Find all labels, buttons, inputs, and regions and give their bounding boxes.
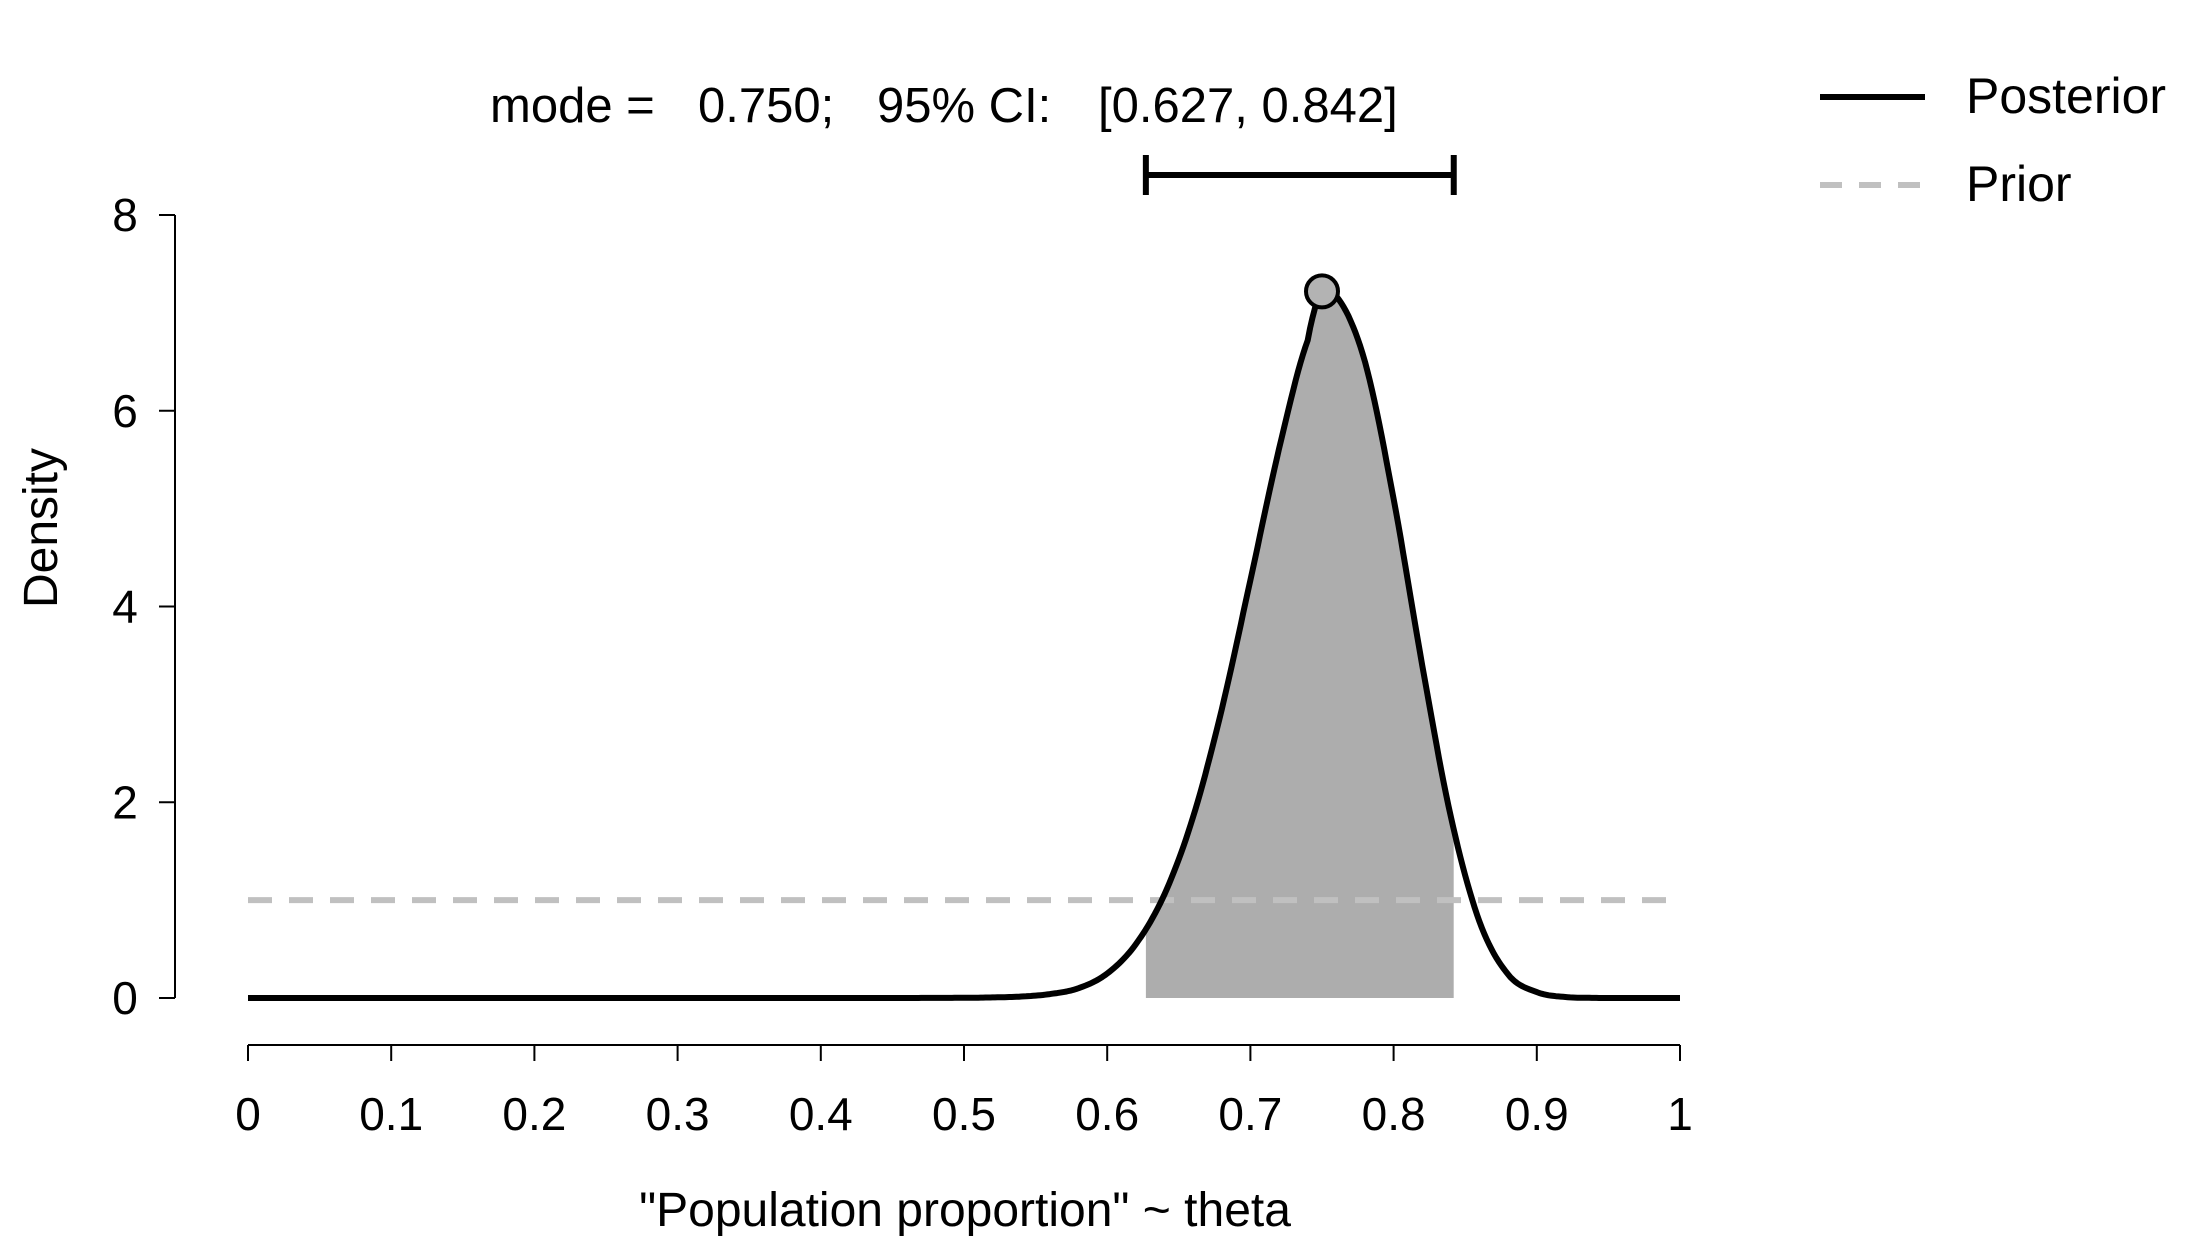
x-tick-label: 0.8 xyxy=(1362,1088,1426,1140)
ci-bar xyxy=(1142,155,1457,195)
x-axis: 0 0.1 0.2 0.3 0.4 0.5 0.6 0.7 0.8 0.9 1 xyxy=(235,1044,1693,1140)
y-tick-label: 4 xyxy=(112,581,138,633)
ci-label: 95% CI: xyxy=(877,79,1051,133)
y-axis-title: Density xyxy=(15,448,68,608)
x-tick-label: 0.1 xyxy=(359,1088,423,1140)
ci-header: mode = 0.750; 95% CI: [0.627, 0.842] xyxy=(490,79,1398,133)
x-axis-title: "Population proportion" ~ theta xyxy=(639,1184,1291,1237)
ci-value: [0.627, 0.842] xyxy=(1098,79,1398,133)
mode-point xyxy=(1304,273,1340,310)
ci-shaded-area xyxy=(1145,286,1454,998)
mode-label: mode = xyxy=(490,79,655,133)
x-tick-label: 0.5 xyxy=(932,1088,996,1140)
x-tick-label: 1 xyxy=(1667,1088,1693,1140)
x-tick-label: 0.4 xyxy=(789,1088,853,1140)
y-tick-label: 6 xyxy=(112,385,138,437)
y-axis: 0 2 4 6 8 xyxy=(112,189,176,1024)
mode-value: 0.750; xyxy=(698,79,834,133)
x-tick-label: 0.9 xyxy=(1505,1088,1569,1140)
x-tick-label: 0 xyxy=(235,1088,261,1140)
x-tick-label: 0.7 xyxy=(1218,1088,1282,1140)
x-tick-label: 0.3 xyxy=(646,1088,710,1140)
legend-prior-label: Prior xyxy=(1966,156,2072,212)
posterior-line xyxy=(247,283,1681,1001)
x-tick-label: 0.6 xyxy=(1075,1088,1139,1140)
y-tick-label: 8 xyxy=(112,189,138,241)
plot-area xyxy=(247,273,1681,1001)
legend-posterior-label: Posterior xyxy=(1966,68,2166,124)
y-tick-label: 0 xyxy=(112,972,138,1024)
y-tick-label: 2 xyxy=(112,776,138,828)
legend: Posterior Prior xyxy=(1820,68,2166,212)
x-tick-label: 0.2 xyxy=(502,1088,566,1140)
